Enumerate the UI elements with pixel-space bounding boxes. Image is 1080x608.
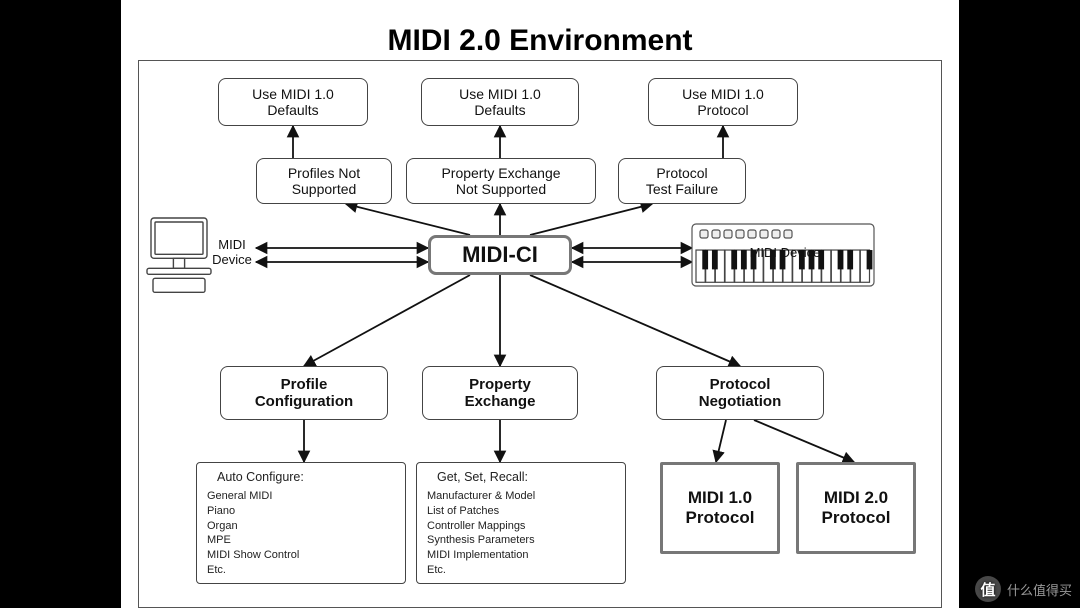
node-midi10-protocol: MIDI 1.0Protocol (660, 462, 780, 554)
node-protocol-negotiation: ProtocolNegotiation (656, 366, 824, 420)
list-item: MPE (207, 533, 395, 548)
node-use-defaults-a: Use MIDI 1.0Defaults (218, 78, 368, 126)
right-device-label: MIDI Device (740, 246, 830, 261)
list-item: Synthesis Parameters (427, 533, 615, 548)
watermark-text: 什么值得买 (1007, 580, 1072, 599)
detail-header: Get, Set, Recall: (437, 469, 615, 486)
detail-profile-configuration: Auto Configure: General MIDIPianoOrganMP… (196, 462, 406, 584)
page-title: MIDI 2.0 Environment (340, 24, 740, 58)
list-item: Manufacturer & Model (427, 489, 615, 504)
detail-items: General MIDIPianoOrganMPEMIDI Show Contr… (207, 489, 395, 578)
list-item: Controller Mappings (427, 519, 615, 534)
list-item: Etc. (427, 563, 615, 578)
node-midi20-protocol: MIDI 2.0Protocol (796, 462, 916, 554)
node-use-protocol: Use MIDI 1.0Protocol (648, 78, 798, 126)
node-property-exchange: PropertyExchange (422, 366, 578, 420)
diagram-canvas: MIDI 2.0 Environment MIDI-CI Use MIDI 1.… (0, 0, 1080, 608)
node-midi-ci: MIDI-CI (428, 235, 572, 275)
detail-items: Manufacturer & ModelList of PatchesContr… (427, 489, 615, 578)
node-profiles-not-supported: Profiles NotSupported (256, 158, 392, 204)
node-profile-configuration: ProfileConfiguration (220, 366, 388, 420)
detail-property-exchange: Get, Set, Recall: Manufacturer & ModelLi… (416, 462, 626, 584)
list-item: Organ (207, 519, 395, 534)
left-device-label: MIDIDevice (208, 238, 256, 268)
list-item: List of Patches (427, 504, 615, 519)
list-item: General MIDI (207, 489, 395, 504)
node-midi-ci-label: MIDI-CI (462, 242, 538, 267)
watermark: 值 什么值得买 (975, 576, 1072, 602)
list-item: Piano (207, 504, 395, 519)
list-item: MIDI Show Control (207, 548, 395, 563)
watermark-badge: 值 (975, 576, 1001, 602)
detail-header: Auto Configure: (217, 469, 395, 486)
list-item: MIDI Implementation (427, 548, 615, 563)
list-item: Etc. (207, 563, 395, 578)
node-property-exchange-not-supported: Property ExchangeNot Supported (406, 158, 596, 204)
node-protocol-test-failure: ProtocolTest Failure (618, 158, 746, 204)
node-use-defaults-b: Use MIDI 1.0Defaults (421, 78, 579, 126)
